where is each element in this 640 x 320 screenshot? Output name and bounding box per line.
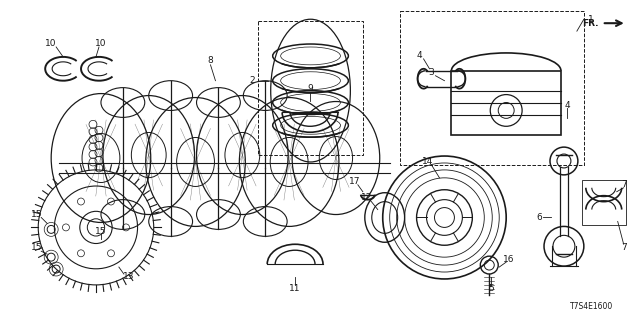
Text: 9: 9: [307, 84, 313, 93]
Text: 17: 17: [349, 177, 360, 186]
Text: 11: 11: [289, 284, 301, 293]
Text: 16: 16: [504, 255, 515, 264]
Text: 5: 5: [488, 284, 494, 293]
Text: 6: 6: [536, 213, 542, 222]
Text: 4: 4: [564, 101, 570, 110]
Text: 10: 10: [45, 38, 57, 48]
Text: 7: 7: [621, 180, 627, 189]
Text: 15: 15: [95, 227, 107, 236]
Text: 12: 12: [361, 193, 372, 202]
Text: 10: 10: [95, 38, 107, 48]
Text: 15: 15: [31, 210, 42, 219]
Text: 13: 13: [123, 272, 134, 282]
Text: 8: 8: [207, 56, 213, 65]
Text: T7S4E1600: T7S4E1600: [570, 302, 612, 311]
Text: FR.: FR.: [582, 19, 599, 28]
Text: 4: 4: [417, 52, 422, 60]
Text: 3: 3: [429, 68, 435, 77]
Text: 14: 14: [422, 157, 433, 166]
Text: 1: 1: [588, 15, 594, 24]
Text: 2: 2: [250, 76, 255, 85]
Text: 15: 15: [31, 243, 42, 252]
Text: 7: 7: [621, 243, 627, 252]
